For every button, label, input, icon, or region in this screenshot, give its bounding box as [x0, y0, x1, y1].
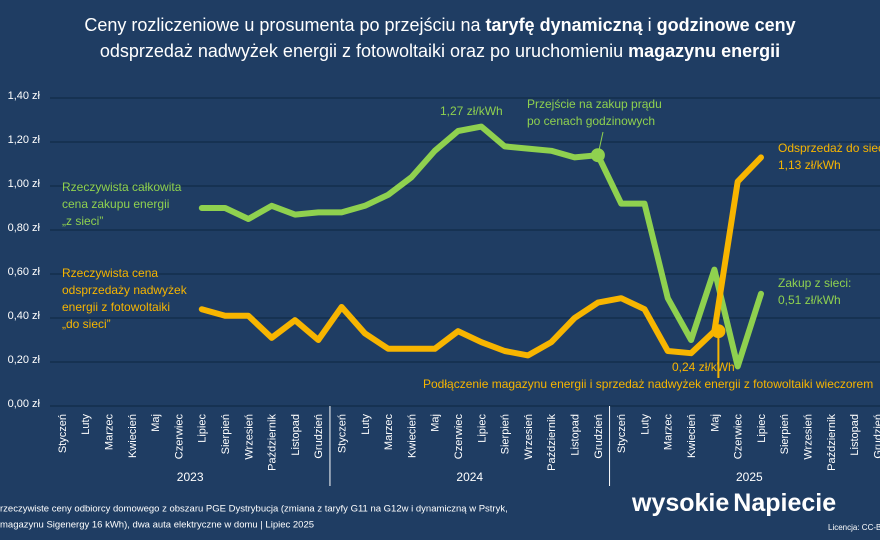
y-tick-label: 1,40 zł	[8, 90, 41, 102]
legend-label: Rzeczywista całkowita	[62, 180, 182, 194]
x-tick-label: Wrzesień	[803, 414, 815, 460]
license: Licencja: CC-BY	[828, 523, 880, 532]
y-tick-label: 0,80 zł	[8, 222, 41, 234]
y-tick-label: 0,60 zł	[8, 266, 41, 278]
x-tick-label: Październik	[546, 414, 558, 471]
x-tick-label: Styczeń	[57, 414, 69, 453]
annotation: po cenach godzinowych	[527, 114, 655, 128]
annotation: Przejście na zakup prądu	[527, 97, 662, 111]
x-tick-label: Czerwiec	[453, 414, 465, 460]
logo-part: Napiecie	[733, 489, 836, 517]
y-tick-label: 1,00 zł	[8, 178, 41, 190]
x-tick-label: Lipiec	[476, 414, 488, 443]
x-tick-label: Maj	[150, 414, 162, 432]
x-tick-label: Marzec	[383, 414, 395, 451]
x-tick-label: Luty	[360, 414, 372, 435]
x-tick-label: Listopad	[290, 414, 302, 456]
y-tick-label: 0,20 zł	[8, 354, 41, 366]
leader-line	[597, 131, 604, 156]
title-segment: odsprzedaż nadwyżek energii z fotowoltai…	[100, 41, 628, 61]
title-segment: magazynu energii	[628, 41, 780, 61]
x-tick-label: Grudzień	[313, 414, 325, 459]
x-tick-label: Luty	[80, 414, 92, 435]
x-tick-label: Wrzesień	[243, 414, 255, 460]
title-segment: godzinowe ceny	[657, 15, 796, 35]
annotation: 0,24 zł/kWh	[672, 360, 735, 374]
x-tick-label: Listopad	[849, 414, 861, 456]
x-tick-label: Lipiec	[197, 414, 209, 443]
logo-part: wysokie	[631, 489, 729, 517]
footer-note: rzeczywiste ceny odbiorcy domowego z obs…	[0, 504, 508, 515]
year-label: 2024	[456, 470, 483, 484]
title-segment: i	[643, 15, 657, 35]
x-tick-label: Czerwiec	[173, 414, 185, 460]
x-tick-label: Październik	[826, 414, 838, 471]
x-tick-label: Styczeń	[337, 414, 349, 453]
annotation: 0,51 zł/kWh	[778, 293, 841, 307]
legend-label: energii z fotowoltaiki	[62, 300, 170, 314]
x-tick-label: Luty	[639, 414, 651, 435]
x-tick-label: Czerwiec	[733, 414, 745, 460]
x-tick-label: Kwiecień	[127, 414, 139, 458]
title-segment: taryfę dynamiczną	[486, 15, 644, 35]
x-tick-label: Kwiecień	[406, 414, 418, 458]
x-tick-label: Styczeń	[616, 414, 628, 453]
x-tick-label: Wrzesień	[523, 414, 535, 460]
title-segment: Ceny rozliczeniowe u prosumenta po przej…	[84, 15, 485, 35]
y-tick-label: 1,20 zł	[8, 134, 41, 146]
series-line	[198, 154, 764, 359]
legend-label: „z sieci”	[62, 214, 103, 228]
x-tick-label: Kwiecień	[686, 414, 698, 458]
y-tick-label: 0,00 zł	[8, 398, 41, 410]
x-tick-label: Maj	[709, 414, 721, 432]
x-tick-label: Marzec	[104, 414, 116, 451]
year-label: 2025	[736, 470, 763, 484]
x-tick-label: Grudzień	[872, 414, 880, 459]
x-tick-label: Sierpień	[220, 414, 232, 454]
legend-label: odsprzedaży nadwyżek	[62, 283, 188, 297]
x-tick-label: Sierpień	[500, 414, 512, 454]
footer-note: magazynu Sigenergy 16 kWh), dwa auta ele…	[0, 520, 314, 531]
x-tick-label: Sierpień	[779, 414, 791, 454]
series-line	[198, 123, 764, 370]
annotation: Podłączenie magazynu energii i sprzedaż …	[423, 377, 873, 391]
chart-title: Ceny rozliczeniowe u prosumenta po przej…	[84, 15, 795, 35]
x-tick-label: Listopad	[570, 414, 582, 456]
annotation: 1,27 zł/kWh	[440, 104, 503, 118]
legend-label: „do sieci”	[62, 317, 111, 331]
x-tick-label: Marzec	[663, 414, 675, 451]
legend-label: cena zakupu energii	[62, 197, 169, 211]
x-tick-label: Lipiec	[756, 414, 768, 443]
x-tick-label: Październik	[267, 414, 279, 471]
annotation: Odsprzedaż do sieci:	[778, 141, 880, 155]
x-tick-label: Maj	[430, 414, 442, 432]
annotation: 1,13 zł/kWh	[778, 158, 841, 172]
annotation: Zakup z sieci:	[778, 276, 851, 290]
logo: wysokie Napiecie	[631, 489, 836, 517]
year-label: 2023	[177, 470, 204, 484]
chart-title: odsprzedaż nadwyżek energii z fotowoltai…	[100, 41, 780, 61]
legend-label: Rzeczywista cena	[62, 266, 158, 280]
x-tick-label: Grudzień	[593, 414, 605, 459]
y-tick-label: 0,40 zł	[8, 310, 41, 322]
